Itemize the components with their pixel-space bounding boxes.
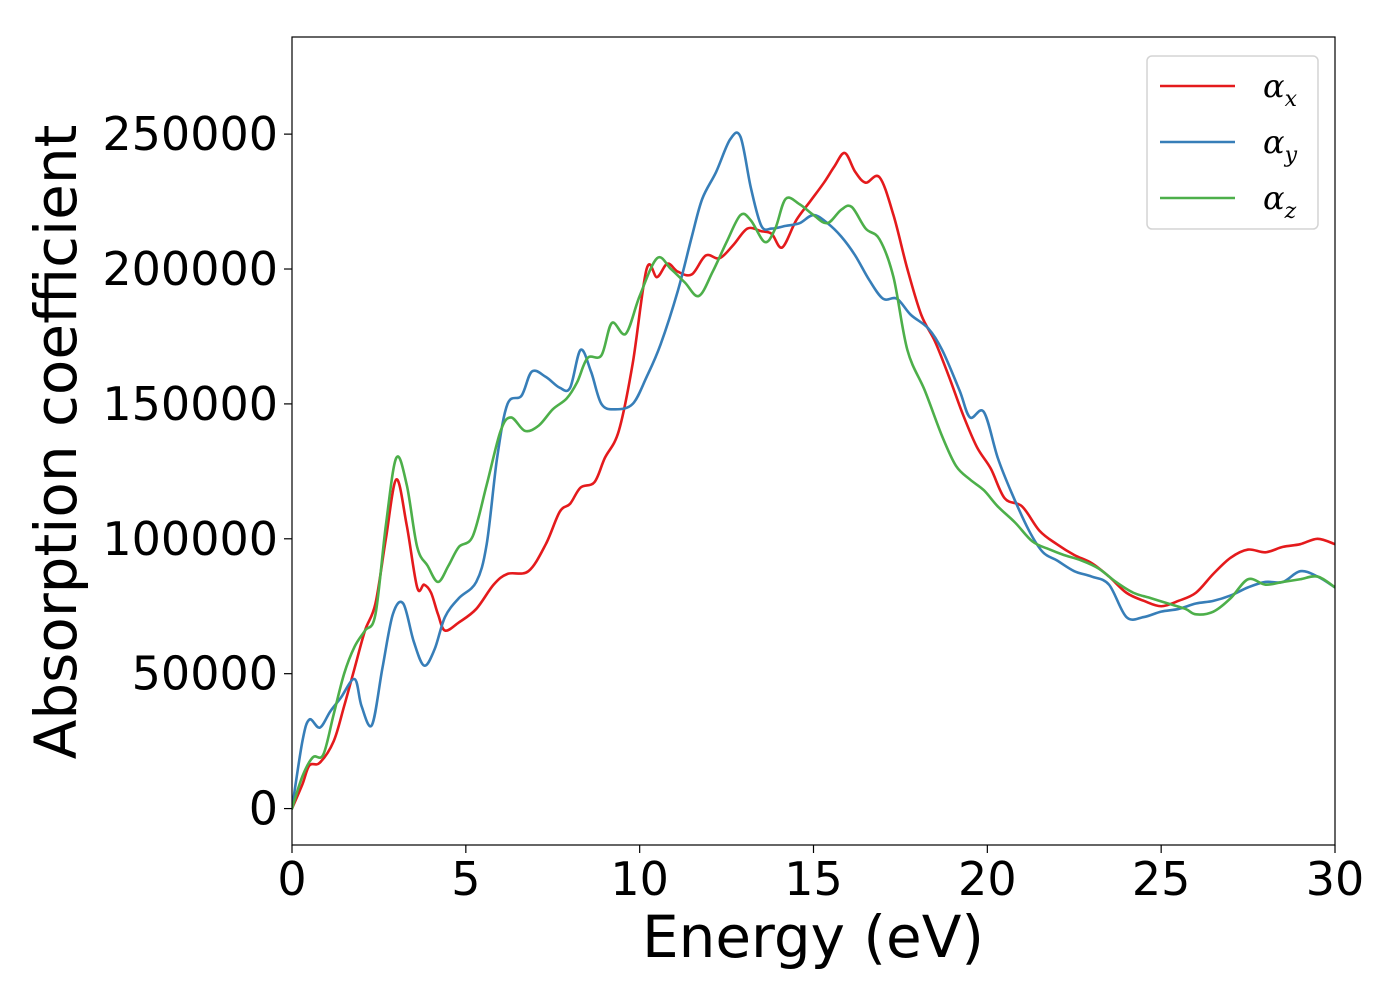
x-tick-label: 5	[451, 852, 480, 906]
legend-symbol: α	[1263, 67, 1285, 105]
x-tick-label: 25	[1132, 852, 1191, 906]
legend-label-alpha-z: αz	[1263, 179, 1297, 224]
series-line-alpha-y	[292, 131, 1335, 810]
legend-symbol: α	[1263, 179, 1285, 217]
plot-area	[292, 131, 1335, 810]
x-tick-label: 20	[958, 852, 1017, 906]
y-tick-label: 150000	[102, 377, 278, 431]
y-tick-label: 100000	[102, 512, 278, 566]
legend-label-alpha-x: αx	[1263, 67, 1298, 112]
legend-label-alpha-y: αy	[1263, 123, 1298, 168]
x-tick-label: 15	[784, 852, 843, 906]
legend-subscript: x	[1285, 87, 1298, 112]
x-tick-label: 0	[277, 852, 306, 906]
y-tick-label: 0	[249, 782, 278, 836]
legend-symbol: α	[1263, 123, 1285, 161]
y-tick-label: 50000	[132, 647, 278, 701]
legend-subscript: y	[1284, 143, 1298, 168]
y-tick-label: 250000	[102, 107, 278, 161]
x-tick-label: 30	[1306, 852, 1365, 906]
x-tick-label: 10	[610, 852, 669, 906]
series-line-alpha-z	[292, 196, 1335, 810]
y-axis-title: Absorption coefficient	[22, 125, 90, 760]
legend-subscript: z	[1284, 199, 1297, 224]
axes: 0 5 10 15 20 25 30 0 50000 100000 150000 200000 2500…	[102, 36, 1365, 906]
x-axis-title: Energy (eV)	[642, 903, 984, 971]
y-tick-label: 200000	[102, 242, 278, 296]
